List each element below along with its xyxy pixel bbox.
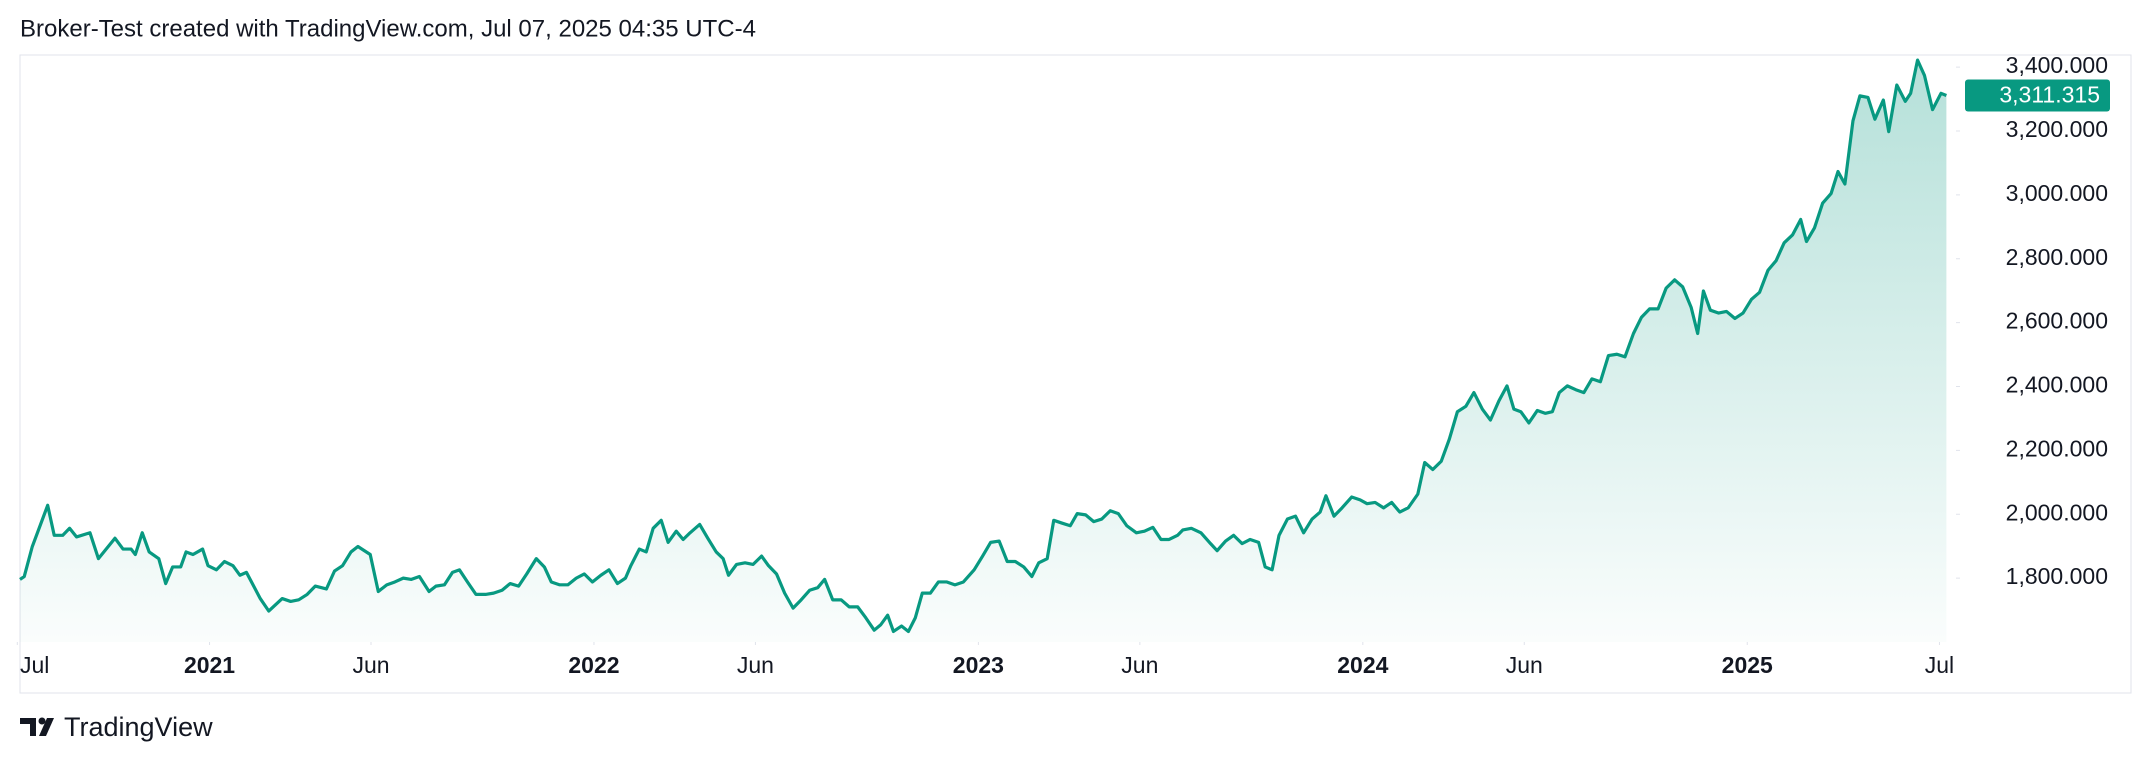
- y-tick-label: 2,200.000: [2006, 435, 2108, 461]
- brand-name: TradingView: [64, 712, 213, 742]
- x-tick-label: 2024: [1337, 652, 1388, 678]
- area-fill: [20, 60, 1947, 643]
- y-tick-label: 1,800.000: [2006, 563, 2108, 589]
- x-tick-label: 2022: [568, 652, 619, 678]
- y-tick-label: 2,800.000: [2006, 244, 2108, 270]
- y-tick-label: 2,400.000: [2006, 372, 2108, 398]
- y-tick-label: 2,600.000: [2006, 308, 2108, 334]
- price-line: [19, 58, 1947, 634]
- x-tick-label: 2021: [184, 652, 235, 678]
- x-tick-label: Jun: [1506, 652, 1543, 678]
- x-tick-label: 2023: [953, 652, 1004, 678]
- x-tick-label: Jun: [352, 652, 389, 678]
- y-tick-label: 3,400.000: [2006, 52, 2108, 78]
- y-tick-label: 2,000.000: [2006, 499, 2108, 525]
- x-tick-label: Jul: [20, 652, 49, 678]
- x-tick-label: Jun: [1121, 652, 1158, 678]
- last-price-label: 3,311.315: [1999, 82, 2100, 108]
- y-tick-label: 3,200.000: [2006, 116, 2108, 142]
- chart-title: Broker-Test created with TradingView.com…: [20, 15, 756, 42]
- x-tick-label: 2025: [1722, 652, 1773, 678]
- x-tick-label: Jul: [1925, 652, 1954, 678]
- x-tick-label: Jun: [737, 652, 774, 678]
- y-tick-label: 3,000.000: [2006, 180, 2108, 206]
- brand-logo: [20, 717, 54, 736]
- chart-frame: [19, 54, 2132, 694]
- last-price-badge: [1965, 79, 2110, 112]
